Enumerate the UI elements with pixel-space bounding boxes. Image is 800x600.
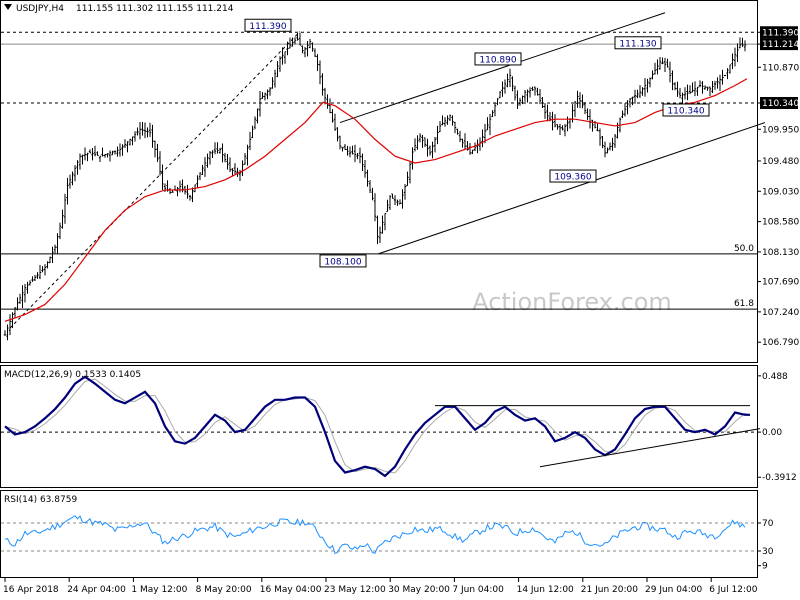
macd-layer: 0.488 0.00 -0.3912 (1, 372, 797, 483)
symbol-label: USDJPY,H4 (16, 4, 64, 14)
price-annotation-box (549, 169, 597, 183)
price-tick-label: 108.130 (762, 248, 799, 258)
trendline (339, 12, 666, 124)
x-tick-label: 8 May 20:00 (196, 585, 252, 595)
price-tick-label: 107.240 (762, 308, 799, 318)
rsi-panel (0, 490, 758, 578)
price-layer: 111.390 111.214 110.870 110.340 109.950 109.4… (1, 12, 799, 348)
price-annotation-label: 110.890 (479, 55, 516, 65)
price-annotation-box (614, 36, 662, 50)
macd-line (4, 375, 750, 478)
price-annotation-label: 108.100 (324, 257, 361, 267)
price-tick-label: 111.214 (762, 40, 799, 50)
price-annotation-label: 109.360 (554, 173, 591, 183)
price-panel (0, 0, 758, 363)
price-tick-label: 110.870 (762, 63, 799, 73)
macd-tick-label: -0.3912 (762, 473, 797, 483)
price-annotation-box (662, 103, 710, 117)
price-annotation-box (474, 52, 522, 66)
price-tick-label: 109.950 (762, 125, 799, 135)
price-tick-label: 111.390 (762, 28, 799, 38)
price-tick-label: 107.690 (762, 278, 799, 288)
price-tick-highlight (760, 26, 798, 39)
macd-panel (0, 365, 758, 488)
price-tick-label: 106.790 (762, 338, 799, 348)
rsi-tick-label: 9 (762, 562, 768, 572)
macd-title: MACD(12,26,9) 0.1533 0.1405 (4, 370, 141, 380)
price-tick-highlight (760, 38, 798, 51)
rsi-title: RSI(14) 63.8759 (4, 495, 77, 505)
trendline (377, 122, 766, 255)
chart-header: USDJPY,H4 111.155 111.302 111.155 111.21… (4, 4, 234, 14)
watermark: ActionForex.com (472, 288, 672, 316)
rsi-layer: 70 30 9 (1, 515, 774, 572)
macd-trendline (539, 428, 761, 468)
x-tick-label: 21 Jun 20:00 (581, 585, 638, 595)
rsi-tick-label: 70 (762, 519, 774, 529)
candles (3, 32, 747, 341)
x-tick-label: 7 Jun 04:00 (452, 585, 504, 595)
x-tick-label: 16 May 04:00 (260, 585, 322, 595)
fib-label: 50.0 (734, 244, 754, 254)
x-axis: 16 Apr 2018 24 Apr 04:00 1 May 12:00 8 May … (3, 578, 758, 595)
x-tick-label: 29 Jun 04:00 (645, 585, 702, 595)
x-tick-label: 16 Apr 2018 (3, 585, 59, 595)
x-tick-label: 14 Jun 12:00 (517, 585, 574, 595)
price-tick-label: 109.030 (762, 187, 799, 197)
fib-label: 61.8 (734, 299, 754, 309)
ema-line (4, 78, 748, 322)
macd-tick-label: 0.00 (762, 428, 782, 438)
rsi-line (4, 515, 746, 554)
x-tick-label: 24 Apr 04:00 (67, 585, 126, 595)
price-tick-highlight (760, 97, 798, 110)
triangle-down-icon (4, 4, 12, 10)
price-annotation-label: 110.340 (667, 107, 704, 117)
price-annotation-box (319, 254, 367, 268)
x-tick-label: 30 May 20:00 (388, 585, 450, 595)
rsi-tick-label: 30 (762, 547, 774, 557)
price-annotation-box (244, 18, 292, 32)
x-tick-label: 1 May 12:00 (131, 585, 187, 595)
price-annotation-label: 111.130 (619, 39, 656, 49)
ohlc-values: 111.155 111.302 111.155 111.214 (76, 4, 234, 14)
price-tick-label: 110.340 (762, 99, 799, 109)
price-tick-label: 109.480 (762, 157, 799, 167)
x-tick-label: 6 Jul 12:00 (709, 585, 758, 595)
x-tick-label: 23 May 12:00 (324, 585, 386, 595)
price-annotation-label: 111.390 (249, 22, 286, 32)
price-tick-label: 108.580 (762, 218, 799, 228)
macd-tick-label: 0.488 (762, 372, 788, 382)
